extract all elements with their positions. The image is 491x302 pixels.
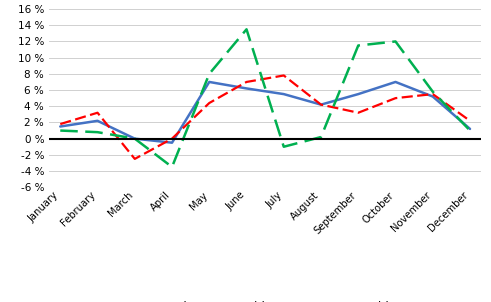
Total [281,92,287,96]
Line: Non-resident: Non-resident [60,29,470,167]
Line: Total: Total [60,82,470,143]
Resident [132,157,137,161]
Total [467,127,473,131]
Total [95,119,101,123]
Resident [393,96,399,100]
Total [57,125,63,128]
Total [355,92,361,96]
Resident [206,101,212,105]
Non-resident [467,129,473,132]
Total [430,95,436,98]
Total [132,137,137,140]
Resident [467,119,473,123]
Non-resident [318,135,324,139]
Non-resident [355,44,361,47]
Line: Resident: Resident [60,76,470,159]
Legend: Total, Resident, Non-resident: Total, Resident, Non-resident [117,297,413,302]
Non-resident [244,27,249,31]
Non-resident [430,90,436,94]
Total [206,80,212,84]
Resident [169,137,175,140]
Resident [281,74,287,77]
Total [393,80,399,84]
Resident [95,111,101,114]
Resident [57,122,63,126]
Resident [430,92,436,96]
Resident [318,103,324,106]
Resident [244,80,249,84]
Non-resident [393,40,399,43]
Total [318,103,324,106]
Non-resident [57,129,63,132]
Non-resident [206,72,212,76]
Non-resident [95,130,101,134]
Total [169,141,175,145]
Non-resident [169,165,175,169]
Resident [355,111,361,114]
Non-resident [281,145,287,149]
Non-resident [132,137,137,140]
Total [244,87,249,90]
